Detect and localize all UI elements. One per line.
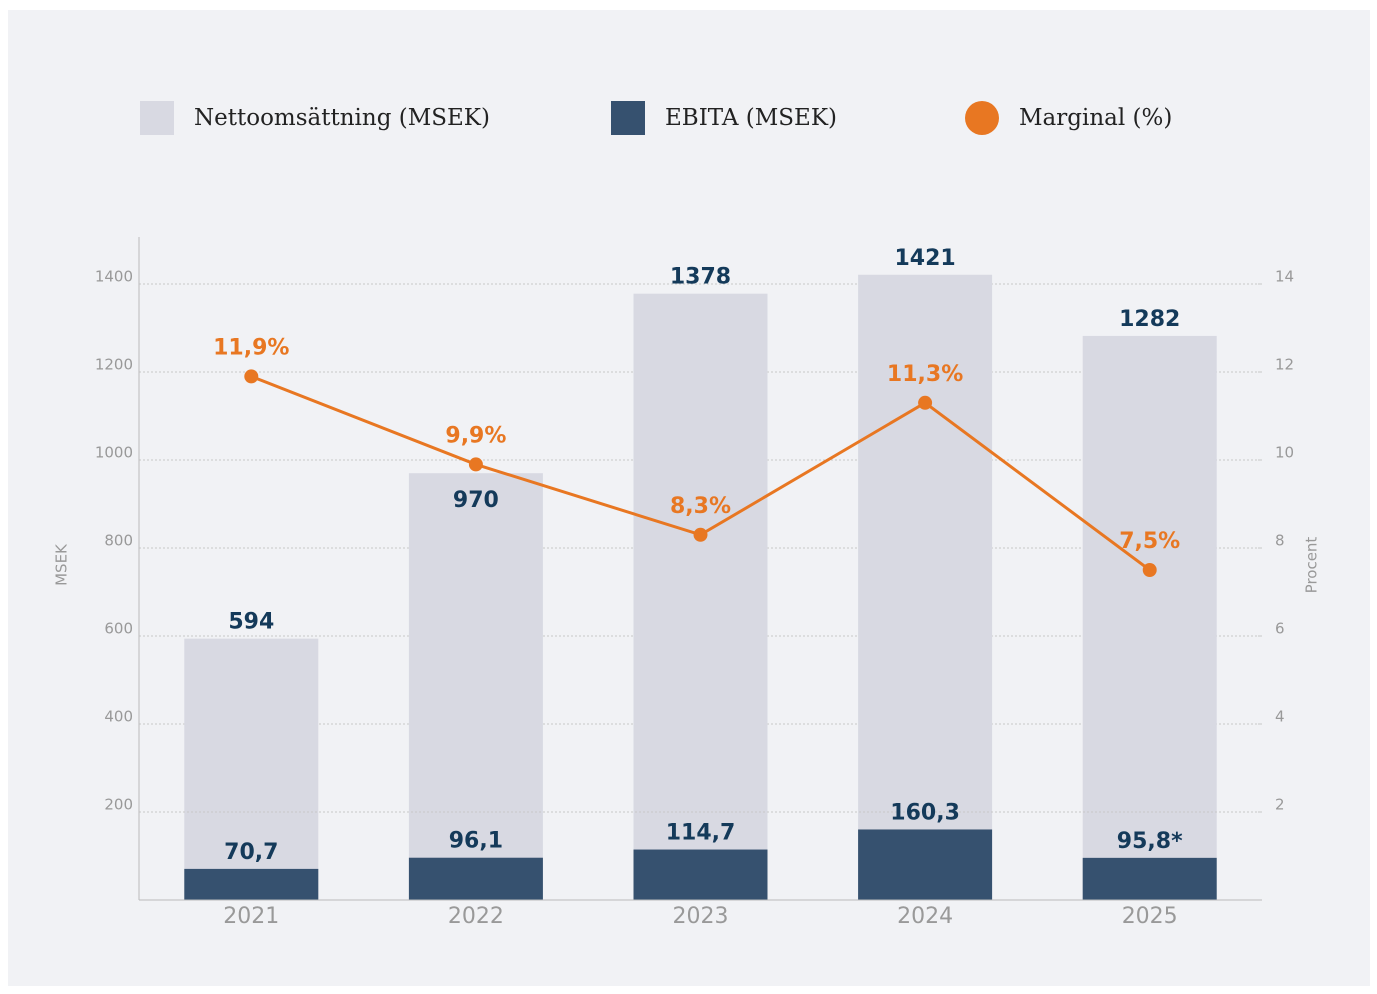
bar — [408, 857, 543, 900]
y-tick-label: 600 — [104, 620, 133, 638]
data-label: 96,1 — [449, 829, 503, 854]
data-label: 70,7 — [224, 840, 278, 865]
data-label: 970 — [453, 488, 499, 513]
y-tick-label: 1400 — [95, 268, 133, 286]
data-label: 95,8* — [1117, 829, 1183, 854]
legend-swatch — [140, 101, 174, 135]
data-label: 1421 — [894, 246, 955, 271]
data-label: 9,9% — [445, 423, 506, 448]
data-label: 1378 — [670, 265, 731, 290]
data-label: 160,3 — [890, 800, 960, 825]
y2-tick-label: 12 — [1275, 356, 1294, 374]
bar — [184, 638, 319, 900]
x-tick-label: 2024 — [897, 904, 953, 929]
bar — [408, 473, 543, 900]
y2-tick-label: 4 — [1275, 708, 1285, 726]
y-tick-label: 1200 — [95, 356, 133, 374]
margin-point — [693, 527, 708, 542]
margin-point — [468, 457, 483, 472]
y2-tick-label: 6 — [1275, 620, 1285, 638]
margin-point — [918, 395, 933, 410]
legend-label: Nettoomsättning (MSEK) — [194, 105, 490, 131]
x-tick-label: 2022 — [448, 904, 504, 929]
y-axis-title: MSEK — [53, 543, 71, 586]
y2-axis-title: Procent — [1303, 537, 1321, 594]
bar — [858, 829, 993, 900]
legend-label: EBITA (MSEK) — [665, 105, 837, 131]
x-tick-label: 2025 — [1122, 904, 1178, 929]
bar — [633, 849, 768, 900]
x-tick-label: 2021 — [223, 904, 279, 929]
y2-tick-label: 8 — [1275, 532, 1285, 550]
y-tick-label: 400 — [104, 708, 133, 726]
data-label: 8,3% — [670, 494, 731, 519]
y-tick-label: 200 — [104, 796, 133, 814]
data-label: 7,5% — [1119, 529, 1180, 554]
bar — [184, 868, 319, 900]
y2-tick-label: 14 — [1275, 268, 1294, 286]
data-label: 114,7 — [666, 821, 736, 846]
x-tick-label: 2023 — [673, 904, 729, 929]
data-label: 1282 — [1119, 307, 1180, 332]
data-label: 11,3% — [887, 362, 963, 387]
y2-tick-label: 10 — [1275, 444, 1294, 462]
margin-point — [244, 369, 259, 384]
data-label: 11,9% — [213, 335, 289, 360]
bar — [633, 293, 768, 900]
data-label: 594 — [228, 610, 274, 635]
y2-tick-label: 2 — [1275, 796, 1285, 814]
legend-swatch — [965, 101, 999, 135]
bar — [1082, 335, 1217, 900]
bar — [1082, 857, 1217, 900]
y-tick-label: 1000 — [95, 444, 133, 462]
margin-point — [1142, 563, 1157, 577]
y-tick-label: 800 — [104, 532, 133, 550]
legend-swatch — [611, 101, 645, 135]
bar — [858, 274, 993, 900]
legend-label: Marginal (%) — [1019, 105, 1172, 131]
